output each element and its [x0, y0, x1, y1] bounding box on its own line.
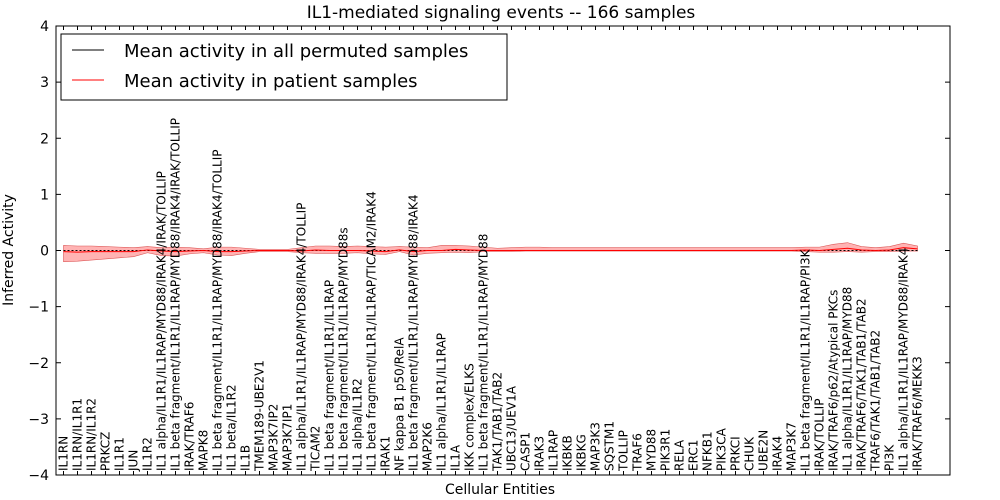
patient-confidence-band — [63, 242, 918, 263]
x-category-label: TAK1/TAB1/TAB2 — [491, 372, 505, 472]
x-category-label: IL1 beta fragment/IL1R1/IL1RAP — [323, 280, 337, 471]
legend: Mean activity in all permuted samples Me… — [60, 33, 508, 101]
x-category-label: JUN — [127, 450, 141, 472]
x-category-label: IL1 alpha/IL1R1/IL1RAP/MYD88/IRAK4 — [897, 248, 911, 471]
confidence-band-layer — [63, 242, 918, 263]
y-axis: −4 −3 −2 −1 0 1 2 3 4 — [28, 19, 950, 484]
series-line-layer — [63, 247, 918, 253]
x-category-label: IL1 beta/IL1R2 — [225, 384, 239, 471]
x-category-label: TRAF6/TAK1/TAB1/TAB2 — [869, 330, 883, 472]
x-category-label: IKBKB — [561, 435, 575, 471]
x-category-label: IL1B — [239, 445, 253, 471]
y-tick-label: −4 — [28, 468, 49, 484]
y-tick-label: 1 — [40, 187, 49, 203]
legend-permuted-label: Mean activity in all permuted samples — [124, 41, 468, 62]
x-category-label: IL1 alpha/IL1R2 — [351, 378, 365, 471]
x-category-label: IRAK/TRAF6/MEKK3 — [911, 356, 925, 471]
x-category-label: TMEM189-UBE2V1 — [253, 360, 267, 472]
x-category-label: IL1RN/IL1R2 — [85, 398, 99, 471]
y-tick-label: 4 — [40, 19, 49, 35]
x-category-label: IL1 beta fragment/IL1R1/IL1RAP/TICAM2/IR… — [365, 191, 379, 471]
y-tick-label: −1 — [28, 300, 49, 316]
x-category-label: PIK3R1 — [659, 429, 673, 471]
x-category-label: IRAK4 — [771, 436, 785, 471]
x-axis — [63, 26, 918, 475]
x-category-label: IKK complex/ELKS — [463, 363, 477, 471]
x-category-label: UBC13/UEV1A — [505, 385, 519, 471]
x-category-label: IL1 alpha/IL1R1/IL1RAP/MYD88/IRAK4/TOLLI… — [295, 203, 309, 471]
x-category-label: PRKCZ — [99, 432, 113, 471]
x-category-label: MAP3K7IP1 — [281, 404, 295, 471]
x-category-label: ERC1 — [687, 440, 701, 471]
y-tick-label: 0 — [40, 244, 49, 260]
x-category-label: CASP1 — [519, 432, 533, 471]
x-category-label: TICAM2 — [309, 426, 323, 472]
x-category-label: PI3K — [883, 444, 897, 471]
y-tick-label: −2 — [28, 356, 49, 372]
x-category-label: IRAK1 — [379, 436, 393, 471]
x-category-label: IL1 beta fragment/IL1R1/IL1RAP/MYD88/IRA… — [407, 194, 421, 471]
x-category-label: IL1RN — [57, 436, 71, 471]
x-category-label: CHUK — [743, 436, 757, 471]
chart-title: IL1-mediated signaling events -- 166 sam… — [307, 3, 696, 23]
x-category-label: IRAK/TRAF6 — [183, 402, 197, 471]
x-category-label: UBE2N — [757, 430, 771, 471]
x-category-label: RELA — [673, 439, 687, 471]
x-category-label: SQSTM1 — [603, 421, 617, 471]
x-category-label: IL1R2 — [141, 437, 155, 471]
y-tick-label: 2 — [40, 131, 49, 147]
x-category-label: PRKCI — [729, 436, 743, 471]
x-category-labels: IL1RN IL1RN/IL1R1 IL1RN/IL1R2 PRKCZ IL1R1 JUN… — [57, 118, 925, 472]
x-category-label: NF kappa B1 p50/RelA — [393, 337, 407, 471]
legend-box — [60, 33, 508, 101]
x-category-label: PIK3CA — [715, 427, 729, 471]
x-category-label: MAP3K7IP2 — [267, 404, 281, 471]
x-category-label: IL1 beta fragment/IL1R1/IL1RAP/PI3K — [799, 248, 813, 471]
x-category-label: IL1R1 — [113, 437, 127, 471]
x-category-label: IRAK/TRAF6/p62/Atypical PKCs — [827, 290, 841, 471]
x-category-label: IL1 alpha/IL1R1/IL1RAP/MYD88/IRAK4/IRAK/… — [155, 171, 169, 471]
patient-mean-line — [63, 247, 918, 253]
x-category-label: IL1 alpha/IL1R1/IL1RAP/MYD88 — [841, 287, 855, 471]
x-category-label: MYD88 — [645, 429, 659, 471]
x-category-label: TOLLIP — [617, 430, 631, 472]
x-category-label: IRAK/TOLLIP — [813, 399, 827, 471]
x-category-label: MAP3K7 — [785, 422, 799, 471]
y-tick-label: 3 — [40, 75, 49, 91]
y-axis-label: Inferred Activity — [1, 194, 17, 306]
x-category-label: IL1 beta fragment/IL1R1/IL1RAP/MYD88s — [337, 227, 351, 471]
y-tick-label: −3 — [28, 412, 49, 428]
x-category-label: IL1RAP — [547, 430, 561, 471]
x-category-label: IKBKG — [575, 434, 589, 471]
x-axis-label: Cellular Entities — [445, 482, 555, 498]
x-category-label: IL1A — [449, 444, 463, 471]
x-category-label: IRAK/TRAF6/TAK1/TAB1/TAB2 — [855, 298, 869, 471]
x-category-label: MAPK8 — [197, 430, 211, 471]
x-category-label: IL1 alpha/IL1R1/IL1RAP — [435, 333, 449, 471]
legend-patient-label: Mean activity in patient samples — [124, 71, 418, 92]
x-category-label: NFKB1 — [701, 431, 715, 471]
x-category-label: IL1 beta fragment/IL1R1/IL1RAP/MYD88/IRA… — [211, 150, 225, 471]
x-category-label: IL1 beta fragment/IL1R1/IL1RAP/MYD88 — [477, 234, 491, 471]
x-category-label: IL1 beta fragment/IL1R1/IL1RAP/MYD88/IRA… — [169, 118, 183, 471]
x-category-label: IL1RN/IL1R1 — [71, 398, 85, 471]
x-category-label: IRAK3 — [533, 436, 547, 471]
x-category-label: MAP3K3 — [589, 422, 603, 471]
x-category-label: MAP2K6 — [421, 422, 435, 471]
x-category-label: TRAF6 — [631, 433, 645, 472]
